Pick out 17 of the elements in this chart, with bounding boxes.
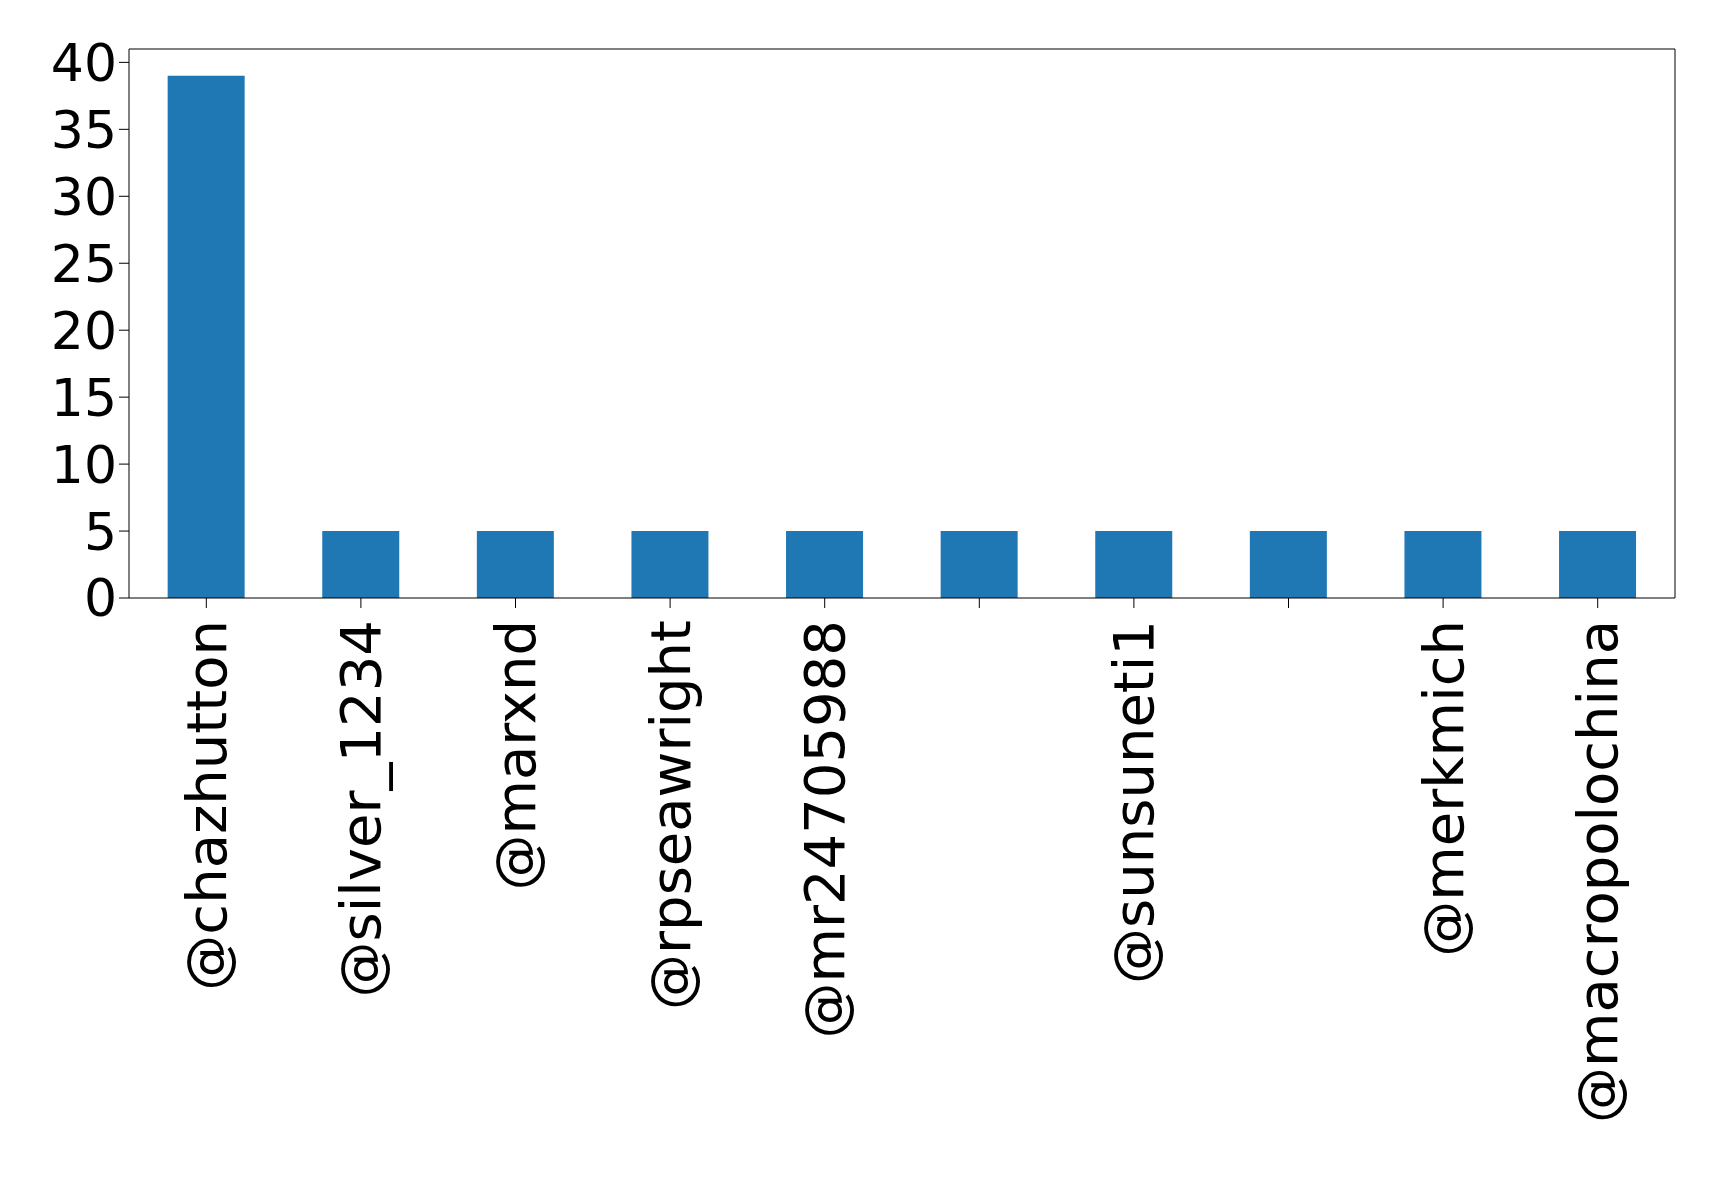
y-tick-label: 15: [50, 367, 117, 428]
x-tick-label: @rpseawright: [637, 620, 703, 1010]
x-tick-label: @marxnd: [483, 620, 548, 891]
x-tick-label: @merkmich: [1410, 620, 1476, 957]
y-tick-label: 20: [50, 300, 117, 361]
y-tick-label: 40: [50, 32, 117, 93]
y-tick-label: 10: [50, 434, 117, 495]
x-tick-label: @silver_1234: [328, 620, 394, 998]
x-tick-label: @chazhutton: [173, 620, 239, 991]
y-tick-label: 0: [83, 568, 117, 629]
y-tick-label: 35: [50, 99, 117, 160]
x-tick-label: @mr24705988: [792, 620, 858, 1039]
y-tick-label: 30: [50, 166, 117, 227]
y-tick-label: 5: [83, 501, 117, 562]
x-tick-label: @macropolochina: [1565, 620, 1631, 1123]
y-tick-label: 25: [50, 233, 117, 294]
x-tick-label: @sunsuneti1: [1101, 620, 1167, 984]
